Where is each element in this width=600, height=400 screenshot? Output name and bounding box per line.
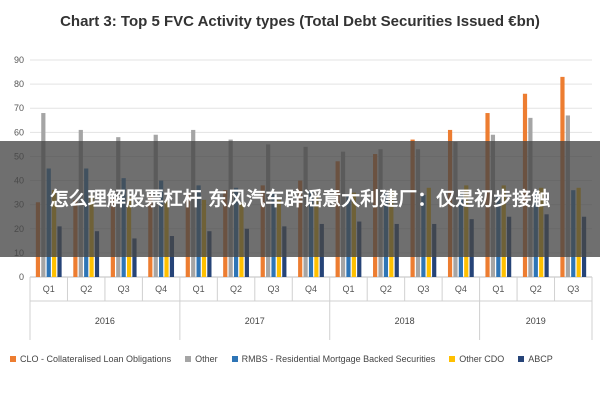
headline-banner[interactable]: 怎么理解股票杠杆 东风汽车辟谣意大利建厂：仅是初步接触 bbox=[0, 141, 600, 257]
legend-label: RMBS - Residential Mortgage Backed Secur… bbox=[241, 354, 436, 364]
x-tick-label: Q3 bbox=[118, 284, 130, 294]
chart-title: Chart 3: Top 5 FVC Activity types (Total… bbox=[60, 13, 540, 30]
x-tick-label: Q3 bbox=[268, 284, 280, 294]
x-tick-label: Q1 bbox=[43, 284, 55, 294]
x-tick-label: Q2 bbox=[230, 284, 242, 294]
year-label: 2019 bbox=[526, 316, 546, 326]
y-tick-label: 0 bbox=[19, 272, 24, 282]
chart-legend: CLO - Collateralised Loan Obligations Oth… bbox=[10, 351, 590, 367]
legend-swatch bbox=[10, 356, 16, 362]
year-label: 2018 bbox=[395, 316, 415, 326]
x-tick-label: Q2 bbox=[80, 284, 92, 294]
legend-item: Other CDO bbox=[449, 354, 504, 364]
year-label: 2016 bbox=[95, 316, 115, 326]
y-tick-label: 90 bbox=[14, 55, 24, 65]
legend-item: Other bbox=[185, 354, 218, 364]
year-label: 2017 bbox=[245, 316, 265, 326]
legend-swatch bbox=[231, 356, 238, 362]
x-tick-label: Q3 bbox=[567, 284, 579, 294]
legend-label: CLO - Collateralised Loan Obligations bbox=[20, 354, 172, 364]
y-tick-label: 70 bbox=[14, 103, 24, 113]
legend-item: RMBS - Residential Mortgage Backed Secur… bbox=[231, 354, 436, 364]
y-tick-label: 80 bbox=[14, 79, 24, 89]
legend-swatch bbox=[185, 356, 192, 362]
x-tick-label: Q1 bbox=[342, 284, 354, 294]
legend-label: Other bbox=[195, 354, 218, 364]
bar bbox=[132, 238, 137, 277]
x-tick-label: Q3 bbox=[417, 284, 429, 294]
x-tick-label: Q2 bbox=[530, 284, 542, 294]
headline-text[interactable]: 怎么理解股票杠杆 东风汽车辟谣意大利建厂：仅是初步接触 bbox=[49, 188, 551, 210]
legend-swatch bbox=[449, 356, 456, 362]
legend-label: Other CDO bbox=[459, 354, 505, 364]
x-tick-label: Q4 bbox=[155, 284, 167, 294]
y-tick-label: 60 bbox=[14, 127, 24, 137]
x-tick-label: Q1 bbox=[193, 284, 205, 294]
x-tick-label: Q1 bbox=[492, 284, 504, 294]
legend-item: ABCP bbox=[518, 354, 553, 364]
legend-label: ABCP bbox=[528, 354, 553, 364]
x-tick-label: Q4 bbox=[305, 284, 317, 294]
legend-swatch bbox=[518, 356, 525, 362]
legend-item: CLO - Collateralised Loan Obligations bbox=[10, 354, 171, 364]
x-tick-label: Q2 bbox=[380, 284, 392, 294]
x-tick-label: Q4 bbox=[455, 284, 467, 294]
